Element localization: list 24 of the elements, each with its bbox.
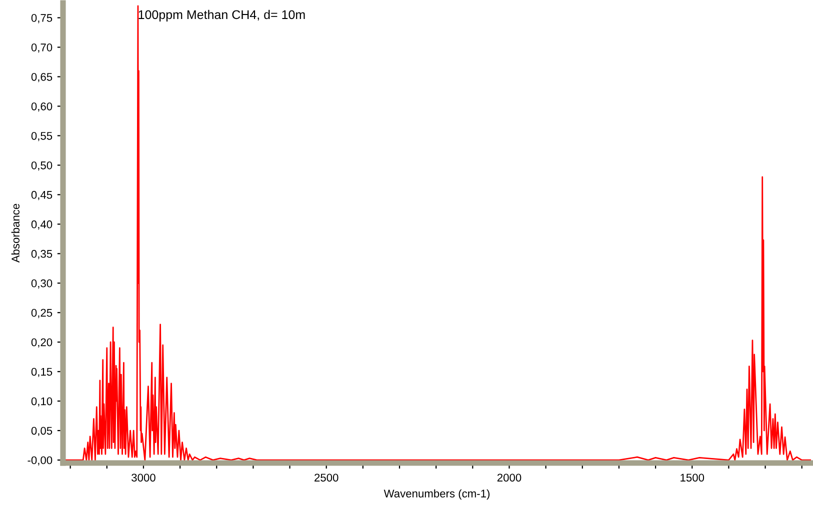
y-tick-label: -0,00 [28, 456, 52, 466]
y-tick-label: 0,75 [31, 14, 52, 24]
y-tick-label: 0,45 [31, 190, 52, 200]
y-tick-label: 0,60 [31, 102, 52, 112]
y-tick-label: 0,20 [31, 338, 52, 348]
y-tick-label: 0,40 [31, 220, 52, 230]
x-tick-label: 3000 [132, 474, 156, 482]
y-tick-label: 0,30 [31, 279, 52, 289]
line-series [63, 5, 811, 461]
x-tick-label: 2500 [314, 474, 338, 482]
y-tick-label: 0,65 [31, 72, 52, 82]
y-tick-label: 0,50 [31, 161, 52, 171]
text: 100ppm Methan CH4, d= 10m [138, 10, 305, 22]
y-tick-label: 0,35 [31, 250, 52, 260]
x-tick-label: 2000 [497, 474, 522, 482]
y-tick-label: 0,55 [31, 132, 52, 142]
y-tick-label: 0,25 [31, 308, 52, 318]
x-tick-label: 1500 [680, 474, 704, 482]
y-tick-label: 0,10 [31, 397, 52, 407]
y-tick-label: 0,05 [31, 426, 52, 436]
x-axis-title: Wavenumbers (cm-1) [384, 489, 490, 500]
y-tick-label: 0,70 [31, 44, 52, 53]
y-axis-title: Absorbance [11, 204, 20, 263]
y-tick-label: 0,15 [31, 368, 52, 378]
